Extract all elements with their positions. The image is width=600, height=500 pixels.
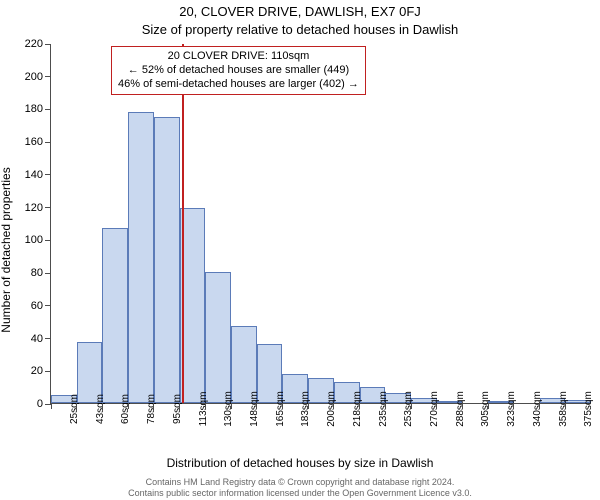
y-tick <box>45 371 51 372</box>
y-tick-label: 20 <box>31 365 43 377</box>
x-tick-label: 130sqm <box>205 391 234 427</box>
x-tick-label: 270sqm <box>411 391 440 427</box>
reference-line <box>182 44 184 403</box>
y-tick <box>45 174 51 175</box>
x-tick-label: 218sqm <box>334 391 363 427</box>
y-tick <box>45 207 51 208</box>
footer-line-2: Contains public sector information licen… <box>0 488 600 498</box>
annotation-line: 20 CLOVER DRIVE: 110sqm <box>118 50 359 64</box>
y-tick-label: 100 <box>25 234 43 246</box>
chart-title-address: 20, CLOVER DRIVE, DAWLISH, EX7 0FJ <box>0 4 600 19</box>
y-tick-label: 160 <box>25 136 43 148</box>
x-tick-label: 375sqm <box>565 391 594 427</box>
histogram-bar <box>154 117 180 403</box>
x-tick-label: 25sqm <box>51 394 80 424</box>
y-tick-label: 80 <box>31 267 43 279</box>
y-tick <box>45 273 51 274</box>
x-tick-label: 95sqm <box>154 394 183 424</box>
y-tick <box>45 305 51 306</box>
chart-root: 20, CLOVER DRIVE, DAWLISH, EX7 0FJ Size … <box>0 0 600 500</box>
x-tick-label: 340sqm <box>514 391 543 427</box>
y-tick-label: 0 <box>37 398 43 410</box>
x-tick-label: 200sqm <box>308 391 337 427</box>
y-tick <box>45 240 51 241</box>
histogram-bar <box>205 272 231 403</box>
x-tick-label: 323sqm <box>488 391 517 427</box>
x-tick-label: 253sqm <box>385 391 414 427</box>
plot-area: 02040608010012014016018020022025sqm43sqm… <box>50 44 590 404</box>
y-tick <box>45 338 51 339</box>
x-tick-label: 78sqm <box>128 394 157 424</box>
y-tick-label: 40 <box>31 333 43 345</box>
y-tick <box>45 44 51 45</box>
y-tick <box>45 76 51 77</box>
y-tick-label: 60 <box>31 300 43 312</box>
annotation-line: ← 52% of detached houses are smaller (44… <box>118 64 359 78</box>
histogram-bar <box>102 228 128 403</box>
y-tick <box>45 142 51 143</box>
y-tick-label: 120 <box>25 202 43 214</box>
annotation-box: 20 CLOVER DRIVE: 110sqm← 52% of detached… <box>111 46 366 95</box>
x-tick-label: 148sqm <box>231 391 260 427</box>
annotation-line: 46% of semi-detached houses are larger (… <box>118 78 359 92</box>
histogram-bar <box>128 112 154 403</box>
y-tick-label: 140 <box>25 169 43 181</box>
y-tick-label: 220 <box>25 38 43 50</box>
y-tick-label: 180 <box>25 103 43 115</box>
x-axis-label: Distribution of detached houses by size … <box>0 456 600 470</box>
y-tick-label: 200 <box>25 71 43 83</box>
chart-title-sub: Size of property relative to detached ho… <box>0 22 600 37</box>
y-tick <box>45 109 51 110</box>
y-axis-label: Number of detached properties <box>0 167 13 332</box>
footer-line-1: Contains HM Land Registry data © Crown c… <box>0 477 600 487</box>
